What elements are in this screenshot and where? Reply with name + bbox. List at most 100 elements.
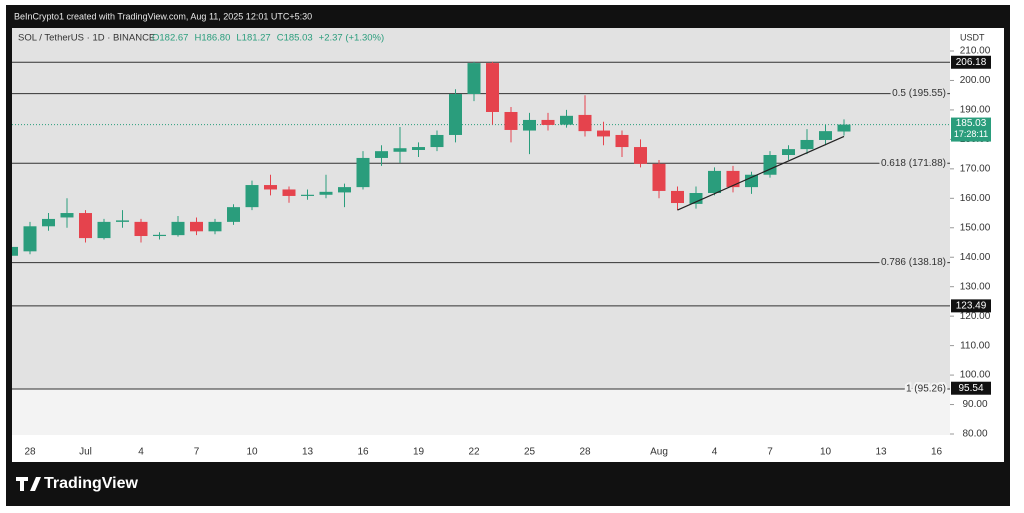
candle-body xyxy=(782,149,795,155)
candle-body xyxy=(208,221,222,232)
y-tick-label: 90.00 xyxy=(962,399,987,410)
y-unit: USDT xyxy=(960,32,985,42)
candle-body xyxy=(634,147,647,164)
candle-body xyxy=(171,221,185,236)
candle-body xyxy=(763,154,777,175)
y-tick-label: 150.00 xyxy=(960,222,991,233)
x-tick-label: 13 xyxy=(302,447,314,458)
y-tick-label: 130.00 xyxy=(960,281,991,292)
candle-body xyxy=(227,207,240,222)
x-tick-label: 7 xyxy=(767,447,773,458)
y-tick-label: 210.00 xyxy=(960,46,991,57)
symbol: SOL / TetherUS · 1D · BINANCE xyxy=(18,33,155,44)
level-label: 1 (95.26) xyxy=(906,384,946,395)
y-tick-label: 190.00 xyxy=(960,105,991,116)
y-tick-label: 140.00 xyxy=(960,252,991,263)
candle-body xyxy=(689,193,703,204)
y-tick-label: 100.00 xyxy=(960,370,991,381)
x-tick-label: 19 xyxy=(413,447,425,458)
level-label: 0.786 (138.18) xyxy=(881,257,946,268)
candle-body xyxy=(560,115,573,125)
candle-body xyxy=(393,148,407,152)
candle-body xyxy=(338,187,351,193)
change: +2.37 (+1.30%) xyxy=(319,33,385,44)
candle-body xyxy=(116,220,129,222)
price-box xyxy=(951,299,991,313)
plot-bg xyxy=(12,28,950,389)
candle-body xyxy=(671,190,684,204)
candle-body xyxy=(615,134,629,148)
candle-body xyxy=(134,221,148,237)
candle-body xyxy=(726,170,740,188)
x-tick-label: Jul xyxy=(79,447,92,458)
candle-body xyxy=(23,226,37,252)
candle-body xyxy=(745,174,758,188)
candle-body xyxy=(79,213,92,239)
candle-body xyxy=(504,111,518,130)
candle-body xyxy=(467,63,481,95)
candle-body xyxy=(282,189,296,196)
y-tick-label: 110.00 xyxy=(960,340,990,351)
candle-body xyxy=(486,63,499,112)
candle-body xyxy=(356,157,370,188)
candle-body xyxy=(708,170,721,194)
candle-body xyxy=(578,114,592,132)
candle-body xyxy=(375,151,388,158)
price-box-label: 206.18 xyxy=(956,57,987,68)
x-tick-label: 16 xyxy=(931,447,943,458)
y-tick-label: 160.00 xyxy=(960,193,991,204)
level-label: 0.5 (195.55) xyxy=(892,88,946,99)
candle-body xyxy=(264,185,277,190)
ohlc-header: O182.67 H186.80 L181.27 C185.03 +2.37 (+1.30… xyxy=(152,33,384,44)
candle-body xyxy=(190,221,203,232)
top-bar-text: BeInCrypto1 created with TradingView.com… xyxy=(14,11,312,21)
price-box xyxy=(951,55,991,69)
footer-logo xyxy=(16,477,41,491)
y-tick-label: 120.00 xyxy=(960,311,991,322)
ohlc-value: O182.67 xyxy=(152,33,188,44)
y-tick-label: 200.00 xyxy=(960,75,991,86)
last-price-label: 185.03 xyxy=(956,118,987,129)
price-box-label: 123.49 xyxy=(956,301,987,312)
x-tick-label: 28 xyxy=(579,447,591,458)
candle-body xyxy=(449,94,462,135)
candle-body xyxy=(42,218,55,227)
candle-body xyxy=(819,131,832,140)
x-tick-label: 7 xyxy=(194,447,200,458)
x-tick-label: 16 xyxy=(357,447,369,458)
x-tick-label: Aug xyxy=(650,447,668,458)
candle-body xyxy=(60,213,74,218)
candle-body xyxy=(430,134,444,148)
price-box xyxy=(951,381,991,395)
y-tick-label: 80.00 xyxy=(962,429,987,440)
candle-body xyxy=(301,194,314,196)
candle-body xyxy=(319,191,333,195)
x-tick-label: 22 xyxy=(468,447,480,458)
x-tick-label: 10 xyxy=(820,447,832,458)
level-label: 0.618 (171.88) xyxy=(881,158,946,169)
footer-brand: TradingView xyxy=(44,475,139,492)
countdown: 17:28:11 xyxy=(954,129,988,139)
x-tick-label: 13 xyxy=(875,447,887,458)
candle-body xyxy=(541,119,555,125)
ohlc-value: H186.80 xyxy=(194,33,230,44)
ohlc-value: L181.27 xyxy=(236,33,270,44)
price-box-label: 95.54 xyxy=(958,383,983,394)
candle-body xyxy=(153,234,166,237)
candle-body xyxy=(412,147,425,150)
y-tick-label: 170.00 xyxy=(960,163,991,174)
candle-body xyxy=(652,163,666,191)
candle-body xyxy=(597,130,610,137)
ohlc-value: C185.03 xyxy=(277,33,313,44)
candle-body xyxy=(523,119,536,131)
x-tick-label: 28 xyxy=(24,447,36,458)
candle-body xyxy=(97,221,111,239)
candle-body xyxy=(800,139,814,150)
plot xyxy=(12,61,950,390)
candle-body xyxy=(837,124,851,132)
x-tick-label: 4 xyxy=(138,447,144,458)
trendline xyxy=(677,135,845,211)
x-tick-label: 25 xyxy=(524,447,536,458)
plot-bg-lower xyxy=(12,389,950,435)
